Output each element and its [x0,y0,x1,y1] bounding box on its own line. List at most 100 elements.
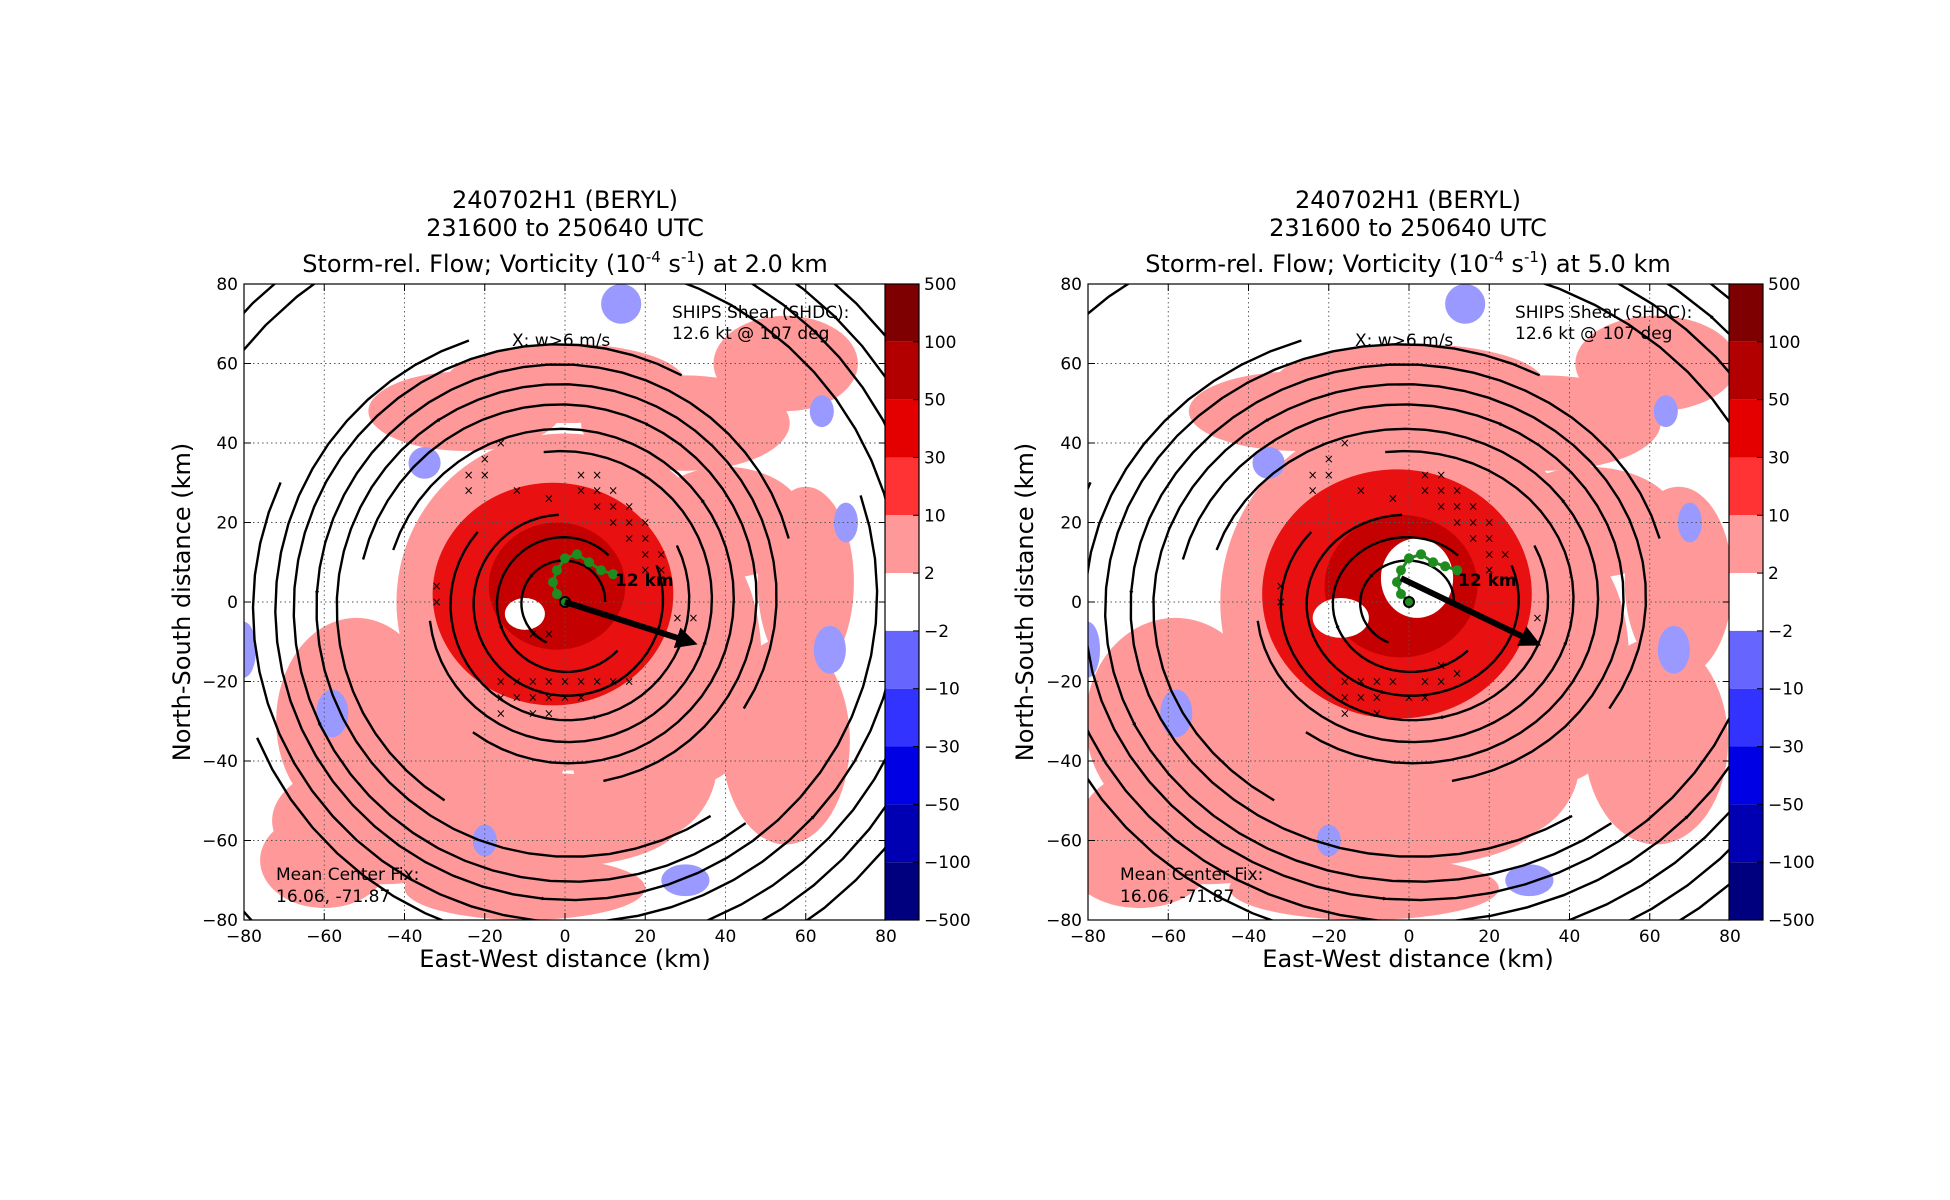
positive-vorticity-region [1088,812,1212,909]
w-marker: × [608,675,618,689]
w-marker-note: X: w>6 m/s [1355,331,1453,351]
center-fix-point [1395,589,1406,600]
w-marker: × [544,675,554,689]
w-marker: × [496,436,506,450]
colorbar-frame [884,283,920,921]
mean-center-marker [1403,596,1415,608]
w-marker: × [1356,675,1366,689]
colorbar-tick-label: −2 [924,622,949,642]
w-marker: × [1372,690,1382,704]
streamline [1358,559,1456,644]
streamline [1088,284,1730,920]
colorbar-tick-label: −500 [1768,911,1815,931]
w-marker: × [1452,484,1462,498]
center-fix-point [596,565,607,576]
positive-vorticity-region [368,371,561,451]
streamline [1256,449,1575,744]
negative-vorticity-region [244,621,257,678]
center-fix-point [1416,549,1427,560]
w-marker: × [528,627,538,641]
streamline-arrow [315,567,321,596]
w-marker: × [608,484,618,498]
y-tick-label: −80 [1046,911,1082,931]
center-fix-point [1440,561,1451,572]
streamline [1279,531,1550,722]
streamline-arrow [583,715,599,720]
negative-vorticity-region [809,395,834,428]
w-marker: × [576,690,586,704]
w-marker: × [1308,484,1318,498]
streamline-arrow [532,689,545,694]
w-marker-note: X: w>6 m/s [512,331,610,351]
w-marker: × [1372,706,1382,720]
colorbar-segment [885,515,919,574]
center-fix-point [1395,565,1406,576]
colorbar-tick-label: −30 [1768,738,1804,758]
negative-vorticity-region [1657,625,1690,674]
colorbar-tick-label: 2 [1768,564,1779,584]
colorbar-tick-label: −30 [924,738,960,758]
eye-region [1312,598,1369,638]
y-axis-label: North-South distance (km) [168,443,196,762]
colorbar-segment [1729,457,1763,516]
w-marker: × [1372,675,1382,689]
streamline-arrow [1122,698,1137,728]
w-marker: × [576,484,586,498]
colorbar-segment [885,630,919,689]
streamline-arrow [832,314,863,347]
x-axis-ticks: −80 −60 −40 −20 0 20 40 60 80 [226,284,897,947]
negative-vorticity-region [1677,502,1702,543]
center-fix-point [560,553,570,564]
x-tick-label: −60 [1150,927,1186,947]
w-marker: × [608,500,618,514]
colorbar-tick-label: 30 [1768,448,1790,468]
streamline [472,513,665,697]
w-marker: × [1452,516,1462,530]
center-fix-point [608,569,619,580]
w-marker: × [640,563,650,577]
streamline [1152,383,1648,802]
w-marker: × [624,500,634,514]
shear-label-line1: SHIPS Shear (SHDC): [672,303,849,323]
w-marker: × [1484,531,1494,545]
streamline [495,535,619,674]
x-tick-label: −20 [1311,927,1347,947]
panel-5km: 240702H1 (BERYL) 231600 to 250640 UTC St… [1011,186,1815,973]
colorbar-segment [885,862,919,920]
y-tick-label: 80 [216,275,238,295]
streamline [361,403,758,783]
w-marker: × [1420,484,1430,498]
x-axis-ticks: −80 −60 −40 −20 0 20 40 60 80 [1070,284,1741,947]
x-tick-label: −40 [387,927,423,947]
plot-area: ××××××××××××××××××××××××××××××××××××××××… [1088,284,1730,920]
streamlines [1088,284,1730,920]
colorbar-segment [885,804,919,863]
negative-vorticity-region [813,625,846,674]
w-marker: × [624,516,634,530]
streamline [292,343,747,883]
w-marker: × [1436,675,1446,689]
streamline-arrow [699,639,707,657]
w-marker: × [1452,500,1462,514]
w-marker: × [1276,579,1286,593]
y-tick-label: 40 [216,434,238,454]
shear-vector [564,599,698,649]
streamline-arrow [643,422,664,434]
y-axis-label: North-South distance (km) [1011,443,1039,762]
x-tick-label: 60 [795,927,817,947]
streamline-arrow [499,621,503,631]
w-marker: × [496,690,506,704]
y-axis-ticks: −80 −60 −40 −20 0 20 40 60 80 [202,275,886,931]
center-fix-point [1452,565,1463,576]
w-marker: × [528,706,538,720]
colorbar-segment [885,688,919,747]
scale-label: 12 km [1458,571,1517,591]
streamline-arrow [1263,408,1289,423]
y-tick-label: −40 [1046,752,1082,772]
y-tick-label: −20 [1046,673,1082,693]
panel-title-line1: 240702H1 (BERYL) [452,186,678,214]
w-marker: × [1484,563,1494,577]
colorbar-segment [1729,862,1763,920]
colorbar-tick-label: 10 [1768,506,1790,526]
streamlines [244,284,886,920]
